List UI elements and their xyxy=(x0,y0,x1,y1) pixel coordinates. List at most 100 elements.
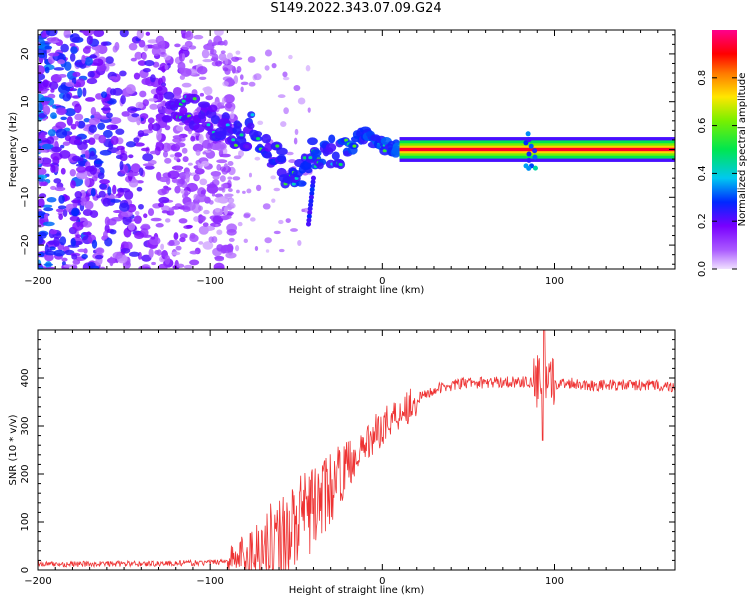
heatmap-speck xyxy=(148,248,154,259)
figure-title: S149.2022.343.07.09.G24 xyxy=(270,1,442,16)
heatmap-speck xyxy=(55,128,68,139)
heatmap-speck xyxy=(107,186,112,196)
heatmap-speck xyxy=(195,174,200,180)
heatmap-speck xyxy=(169,208,175,216)
heatmap-speck xyxy=(161,65,166,73)
heatmap-blob xyxy=(310,149,322,157)
heatmap-speck xyxy=(90,188,96,197)
heatmap-speck xyxy=(101,91,108,98)
heatmap-speck xyxy=(136,115,141,126)
heatmap-speck xyxy=(154,250,160,255)
heatmap-speck xyxy=(94,160,104,165)
snr-series-line xyxy=(38,330,675,570)
heatmap-speck xyxy=(66,116,73,126)
heatmap-blob xyxy=(308,198,314,204)
heatmap-speck xyxy=(71,253,78,260)
heatmap-speck xyxy=(140,147,150,152)
heatmap-speck xyxy=(178,122,185,126)
heatmap-speck xyxy=(46,197,57,203)
heatmap-speck xyxy=(119,70,127,77)
heatmap-speck xyxy=(59,150,71,159)
heatmap-speck xyxy=(157,202,164,208)
heatmap-speck xyxy=(75,78,86,88)
heatmap-speck xyxy=(182,193,187,199)
heatmap-speck xyxy=(58,213,64,220)
heatmap-speck xyxy=(198,205,203,211)
heatmap-speck xyxy=(90,107,97,116)
heatmap-speck xyxy=(128,154,134,159)
heatmap-blob xyxy=(179,106,188,115)
heatmap-speck xyxy=(95,45,101,54)
heatmap-speck xyxy=(162,150,168,158)
heatmap-speck xyxy=(214,207,221,213)
heatmap-speck xyxy=(74,103,82,114)
heatmap-speck xyxy=(57,205,67,210)
heatmap-speck xyxy=(248,172,252,178)
heatmap-speck xyxy=(100,41,108,46)
heatmap-speck xyxy=(135,101,144,109)
y-tick-label: 20 xyxy=(20,48,31,61)
heatmap-speck xyxy=(164,218,171,223)
heatmap-speck xyxy=(189,59,194,64)
heatmap-speck xyxy=(47,129,56,137)
x-tick-label: −100 xyxy=(196,276,223,287)
heatmap-speck xyxy=(243,213,251,219)
heatmap-speck xyxy=(161,210,169,214)
heatmap-speck xyxy=(88,137,96,145)
heatmap-speck xyxy=(82,208,93,216)
heatmap-speck xyxy=(143,44,149,52)
heatmap-blob xyxy=(328,134,336,144)
heatmap-speck xyxy=(208,200,214,205)
heatmap-speck xyxy=(148,122,154,131)
heatmap-speck xyxy=(294,128,299,135)
heatmap-speck xyxy=(282,71,288,78)
heatmap-speck xyxy=(130,163,141,174)
heatmap-blob xyxy=(306,213,312,219)
heatmap-speck xyxy=(226,52,233,60)
heatmap-speck xyxy=(181,53,186,60)
heatmap-speck xyxy=(189,259,200,266)
x-axis-label: Height of straight line (km) xyxy=(289,285,425,296)
heatmap-speck xyxy=(176,125,184,132)
heatmap-speck xyxy=(163,54,171,61)
x-tick-label: −100 xyxy=(196,576,223,587)
heatmap-speck xyxy=(178,67,187,74)
heatmap-speck xyxy=(38,178,46,182)
heatmap-speck xyxy=(167,170,180,180)
y-tick-label: 200 xyxy=(20,464,31,483)
heatmap-speck xyxy=(70,180,76,189)
heatmap-speck xyxy=(99,179,110,185)
heatmap-speck xyxy=(173,156,179,161)
heatmap-speck xyxy=(109,229,117,235)
heatmap-speck xyxy=(134,231,145,240)
heatmap-speck xyxy=(203,209,210,215)
heatmap-speck xyxy=(175,136,180,140)
heatmap-speck xyxy=(58,73,67,78)
heatmap-speck xyxy=(239,74,244,80)
heatmap-blob xyxy=(306,217,312,223)
heatmap-speck xyxy=(69,215,80,222)
heatmap-speck xyxy=(114,41,120,51)
heatmap-speck xyxy=(142,163,155,167)
heatmap-speck xyxy=(201,160,210,167)
heatmap-blob xyxy=(310,175,316,181)
heatmap-speck xyxy=(211,193,216,197)
heatmap-speck xyxy=(38,252,45,257)
heatmap-speck xyxy=(42,79,49,88)
heatmap-speck xyxy=(174,185,181,194)
heatmap-speck xyxy=(286,151,294,156)
heatmap-speck xyxy=(223,205,229,216)
heatmap-blob xyxy=(197,101,210,108)
heatmap-speck xyxy=(61,261,66,266)
heatmap-speck xyxy=(205,95,214,101)
heatmap-blob xyxy=(261,133,272,144)
heatmap-speck xyxy=(65,81,75,88)
heatmap-blob-core xyxy=(308,155,313,160)
heatmap-speck xyxy=(273,230,281,235)
heatmap-speck xyxy=(219,175,226,183)
heatmap-speck xyxy=(151,123,161,132)
heatmap-speck xyxy=(62,93,71,102)
heatmap-speck xyxy=(86,78,98,85)
colorbar-tick-label: 0.2 xyxy=(697,213,708,229)
heatmap-speck xyxy=(119,30,129,38)
